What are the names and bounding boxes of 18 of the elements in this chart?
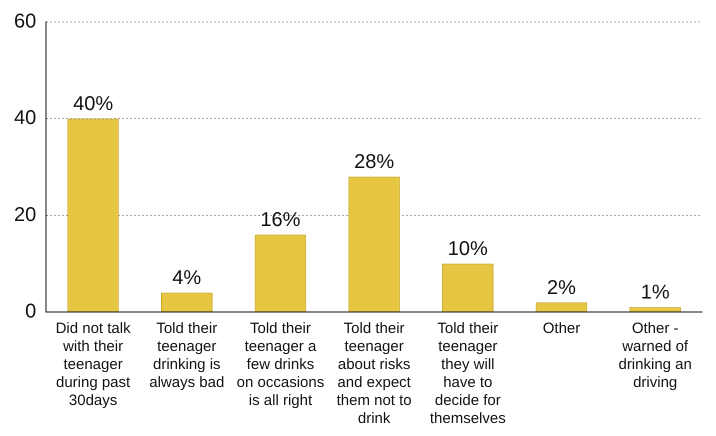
y-tick-label: 40 — [14, 107, 36, 130]
data-label: 4% — [172, 267, 202, 290]
y-tick-label: 0 — [25, 300, 36, 323]
data-label: 28% — [354, 151, 394, 174]
data-label: 16% — [260, 209, 301, 232]
data-label: 1% — [640, 282, 670, 304]
x-tick-label: Told their teenager drinking is always bad — [149, 320, 224, 392]
x-tick-label: Told their teenager a few drinks on occasions is all right — [236, 320, 324, 410]
data-label: 10% — [448, 238, 488, 260]
x-tick-label: Other — [542, 320, 580, 338]
data-label: 40% — [73, 93, 114, 116]
y-tick-label: 20 — [14, 204, 36, 226]
x-tick-label: Told their teenager they will have to decide for themselves — [430, 320, 506, 428]
x-tick-label: Did not talk with their teenager during past 30days — [56, 320, 132, 410]
x-tick-label: Told their teenager about risks and expect them not to drink — [336, 320, 412, 428]
y-tick-label: 60 — [14, 10, 36, 33]
data-label: 2% — [547, 276, 576, 299]
x-tick-label: Other - warned of drinking an driving — [618, 320, 692, 392]
